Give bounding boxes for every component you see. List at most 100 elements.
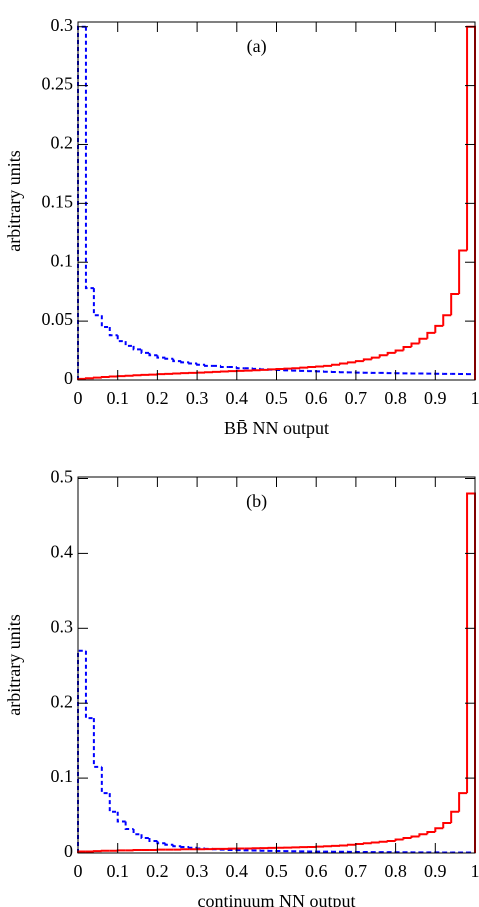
- histogram-bin: [148, 352, 158, 357]
- histogram-bin: [346, 843, 356, 846]
- histogram-bin: [92, 288, 102, 317]
- histogram-bin: [442, 822, 452, 829]
- x-tick-label: 0.8: [384, 861, 407, 881]
- histogram-bin: [450, 293, 460, 316]
- histogram-bin: [188, 362, 198, 365]
- histogram-bin: [386, 840, 396, 843]
- histogram-bin: [116, 335, 126, 343]
- y-tick-label: 0: [64, 841, 73, 861]
- x-tick-label: 0.5: [265, 388, 288, 408]
- histogram-bin: [84, 377, 94, 380]
- x-tick-label: 0.2: [146, 388, 169, 408]
- histogram-bin: [132, 345, 142, 351]
- histogram-bin: [116, 811, 126, 823]
- histogram-bin: [346, 361, 356, 364]
- histogram-bin: [362, 842, 372, 845]
- plot-frame: [77, 476, 476, 854]
- histogram-bin: [394, 349, 404, 353]
- y-tick-label: 0.4: [51, 542, 74, 562]
- y-tick-label: 0.3: [51, 616, 74, 636]
- histogram-bin: [466, 373, 476, 380]
- histogram-bin: [410, 835, 420, 839]
- histogram-bin: [370, 841, 380, 844]
- histogram-bin: [458, 792, 468, 812]
- histogram-bin: [251, 367, 261, 370]
- x-tick-label: 1: [471, 388, 479, 408]
- y-tick-label: 0.5: [51, 467, 74, 487]
- histogram-bin: [92, 376, 102, 379]
- x-tick-label: 0.9: [424, 388, 447, 408]
- x-axis-label: BB̄ NN output: [224, 418, 329, 438]
- x-tick-label: 0.3: [186, 861, 209, 881]
- x-tick-label: 0: [74, 388, 83, 408]
- histogram-bin: [418, 833, 428, 837]
- histogram-bin: [339, 362, 348, 365]
- histogram-bin: [323, 364, 333, 367]
- x-tick-label: 0.2: [146, 861, 169, 881]
- histogram-bin: [196, 363, 206, 366]
- x-tick-label: 0.9: [424, 861, 447, 881]
- histogram-bin: [172, 844, 182, 848]
- histogram-bin: [140, 834, 150, 840]
- histogram-bin: [180, 846, 190, 849]
- histogram-bin: [450, 810, 460, 824]
- histogram-bin: [108, 375, 118, 378]
- annotation: (b): [246, 491, 267, 512]
- plot-frame: [77, 21, 476, 381]
- histogram-bin: [84, 26, 94, 290]
- histogram-bin: [331, 363, 341, 366]
- histogram-bin: [77, 649, 86, 853]
- y-tick-label: 0.05: [42, 309, 74, 329]
- x-tick-label: 0.4: [226, 388, 249, 408]
- y-tick-label: 0.2: [51, 691, 74, 711]
- x-tick-label: 1: [471, 861, 479, 881]
- histogram-bin: [418, 337, 428, 344]
- histogram-bin: [402, 837, 412, 840]
- y-axis-label: arbitrary units: [4, 614, 24, 715]
- histogram-bin: [100, 376, 110, 379]
- x-tick-label: 0.7: [345, 861, 368, 881]
- x-tick-label: 0.1: [106, 388, 129, 408]
- histogram-bin: [124, 341, 134, 347]
- histogram-bin: [156, 355, 166, 359]
- histogram-bin: [434, 827, 444, 833]
- y-tick-label: 0.25: [42, 74, 74, 94]
- x-tick-label: 0.3: [186, 388, 209, 408]
- histogram-bin: [307, 366, 317, 369]
- histogram-bin: [362, 358, 372, 362]
- x-tick-label: 0.8: [384, 388, 407, 408]
- histogram-bin: [235, 367, 245, 370]
- histogram-bin: [100, 315, 110, 329]
- y-tick-label: 0.1: [51, 766, 74, 786]
- histogram-bin: [204, 364, 213, 367]
- histogram-bin: [434, 324, 444, 333]
- histogram-bin: [426, 831, 436, 835]
- histogram-bin: [466, 492, 476, 853]
- histogram-bin: [164, 843, 174, 846]
- histogram-bin: [354, 843, 364, 846]
- x-tick-label: 0: [74, 861, 83, 881]
- histogram-bin: [315, 365, 325, 368]
- histogram-bin: [100, 766, 110, 795]
- histogram-bin: [410, 342, 420, 348]
- x-tick-label: 0.1: [106, 861, 129, 881]
- histogram-bin: [458, 249, 468, 295]
- histogram-bin: [219, 365, 229, 369]
- y-tick-label: 0.1: [51, 250, 74, 270]
- histogram-bin: [370, 356, 380, 360]
- annotation: (a): [247, 36, 267, 57]
- x-tick-label: 0.6: [305, 388, 328, 408]
- y-tick-label: 0.3: [51, 15, 74, 35]
- histogram-bin: [124, 821, 134, 831]
- histogram-bin: [164, 357, 174, 360]
- x-tick-label: 0.5: [265, 861, 288, 881]
- histogram-bin: [108, 327, 118, 337]
- histogram-bin: [378, 840, 388, 843]
- histogram-bin: [148, 838, 158, 843]
- histogram-bin: [180, 361, 190, 364]
- x-tick-label: 0.7: [345, 388, 368, 408]
- y-tick-label: 0.15: [42, 191, 74, 211]
- histogram-bin: [84, 650, 94, 720]
